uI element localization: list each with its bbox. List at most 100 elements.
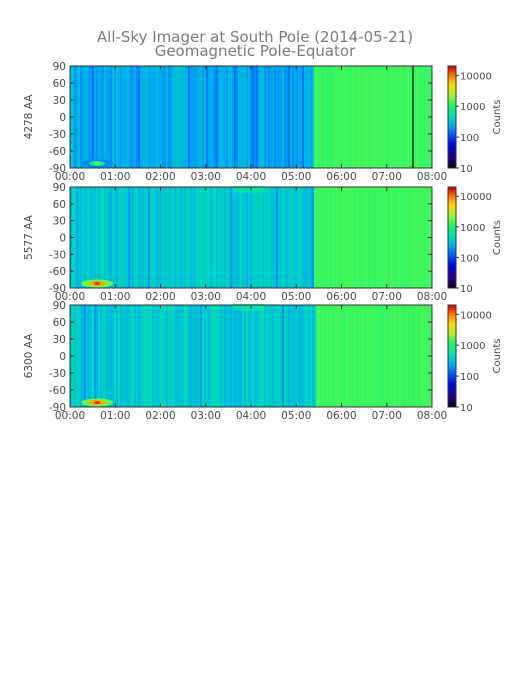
heatmap-column [112, 66, 114, 168]
heatmap-column [364, 66, 366, 168]
heatmap-column [368, 66, 370, 168]
heatmap-column [144, 187, 146, 288]
heatmap-column [126, 305, 128, 407]
heatmap-column [286, 305, 288, 407]
heatmap-column [348, 187, 350, 288]
heatmap-column [328, 66, 330, 168]
colorbar-step [448, 129, 456, 133]
colorbar-step [448, 396, 456, 400]
heatmap-column [360, 66, 362, 168]
colorbar-step [448, 348, 456, 352]
heatmap-column [234, 305, 236, 407]
heatmap-column [196, 305, 198, 407]
heatmap-3 [70, 303, 432, 407]
heatmap-column [326, 187, 328, 288]
heatmap-column [306, 187, 308, 288]
heatmap-column [404, 187, 406, 288]
heatmap-column [234, 66, 236, 168]
heatmap-column [228, 66, 230, 168]
colorbar-step [448, 68, 456, 72]
heatmap-column [134, 187, 136, 288]
colorbar-label: Counts [492, 220, 503, 255]
heatmap-column [182, 305, 184, 407]
heatmap-column [422, 187, 424, 288]
heatmap-column [304, 187, 306, 288]
heatmap-column [158, 305, 160, 407]
heatmap-column [136, 66, 138, 168]
heatmap-column [246, 187, 248, 288]
heatmap-column [166, 305, 168, 407]
heatmap-column [296, 305, 298, 407]
heatmap-column [202, 66, 204, 168]
heatmap-column [284, 66, 286, 168]
x-tick-label: 04:00 [236, 171, 266, 183]
heatmap-column [198, 187, 200, 288]
colorbar-step [448, 88, 456, 92]
heatmap-column [298, 66, 300, 168]
heatmap-column [278, 305, 280, 407]
heatmap-column [148, 305, 150, 407]
heatmap-column [364, 187, 366, 288]
heatmap-column [104, 305, 106, 407]
heatmap-column [192, 305, 194, 407]
aurora-band [232, 185, 265, 193]
colorbar-step [448, 232, 456, 236]
heatmap-column [356, 305, 358, 407]
colorbar-step [448, 353, 456, 357]
colorbar-step [448, 384, 456, 388]
heatmap-column [312, 66, 314, 168]
heatmap-column [152, 305, 154, 407]
heatmap-column [120, 305, 122, 407]
heatmap-column [300, 187, 302, 288]
colorbar-tick-label: 10 [460, 403, 473, 414]
colorbar-step [448, 150, 456, 154]
heatmap-column [414, 305, 416, 407]
heatmap-column [290, 66, 292, 168]
heatmap-column [78, 66, 80, 168]
y-tick-label: -60 [49, 385, 66, 397]
heatmap-column [116, 187, 118, 288]
heatmap-column [98, 305, 100, 407]
y-tick-label: 0 [59, 351, 66, 363]
colorbar-step [448, 212, 456, 216]
y-tick-label: 0 [59, 233, 66, 245]
heatmap-column [322, 187, 324, 288]
heatmap-column [342, 305, 344, 407]
heatmap-column [344, 66, 346, 168]
colorbar-step [448, 242, 456, 246]
heatmap-column [238, 187, 240, 288]
colorbar-step [448, 139, 456, 143]
colorbar-label: Counts [492, 100, 503, 135]
colorbar-step [448, 373, 456, 377]
colorbar-step [448, 262, 456, 266]
heatmap-column [264, 66, 266, 168]
y-tick-label: -30 [49, 129, 66, 141]
heatmap-column [248, 66, 250, 168]
heatmap-column [158, 66, 160, 168]
heatmap-column [192, 66, 194, 168]
heatmap-column [352, 66, 354, 168]
heatmap-column [174, 305, 176, 407]
heatmap-column [222, 305, 224, 407]
colorbar-tick-label: 100 [460, 133, 479, 144]
heatmap-column [310, 66, 312, 168]
heatmap-column [82, 305, 84, 407]
heatmap-column [184, 187, 186, 288]
heatmap-column [314, 187, 316, 288]
heatmap-column [86, 187, 88, 288]
heatmap-column [360, 305, 362, 407]
heatmap-column [288, 187, 290, 288]
heatmap-column [156, 66, 158, 168]
colorbar-step [448, 187, 456, 191]
heatmap-column [296, 66, 298, 168]
heatmap-column [260, 305, 262, 407]
heatmap-column [222, 66, 224, 168]
colorbar-step [448, 91, 456, 95]
x-tick-label: 06:00 [326, 291, 356, 303]
x-tick-label: 03:00 [191, 171, 221, 183]
heatmap-column [240, 305, 242, 407]
heatmap-column [128, 66, 130, 168]
heatmap-column [142, 305, 144, 407]
colorbar-step [448, 142, 456, 146]
heatmap-column [282, 187, 284, 288]
